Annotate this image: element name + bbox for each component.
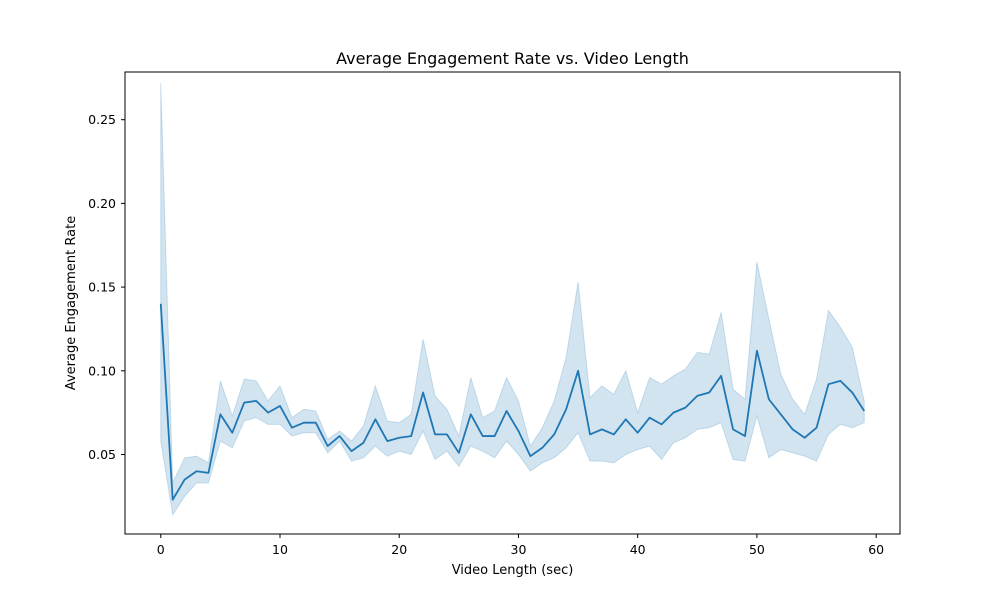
- y-tick-label: 0.10: [88, 363, 116, 378]
- y-tick-label: 0.20: [88, 196, 116, 211]
- y-tick-label: 0.15: [88, 280, 116, 295]
- chart-title: Average Engagement Rate vs. Video Length: [336, 49, 689, 68]
- x-axis-label: Video Length (sec): [452, 563, 574, 578]
- x-tick-label: 60: [868, 542, 884, 557]
- y-axis: 0.05 0.10 0.15 0.20 0.25: [88, 112, 125, 462]
- x-axis: 0 10 20 30 40 50 60: [157, 534, 884, 557]
- confidence-band: [160, 82, 865, 517]
- y-tick-label: 0.25: [88, 112, 116, 127]
- y-tick-label: 0.05: [88, 447, 116, 462]
- series-line: [159, 303, 865, 501]
- x-tick-label: 0: [157, 542, 165, 557]
- plot-frame: [124, 71, 901, 535]
- x-tick-label: 50: [749, 542, 765, 557]
- plot-area: [159, 82, 865, 517]
- x-tick-label: 20: [391, 542, 407, 557]
- y-axis-label: Average Engagement Rate: [64, 216, 79, 390]
- x-tick-label: 30: [511, 542, 527, 557]
- x-tick-label: 10: [272, 542, 288, 557]
- x-tick-label: 40: [630, 542, 646, 557]
